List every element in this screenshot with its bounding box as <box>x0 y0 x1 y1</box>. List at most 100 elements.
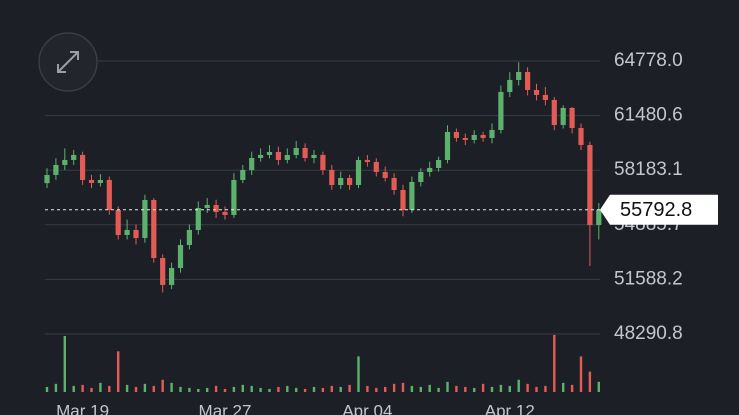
volume-bar <box>579 356 583 392</box>
candle-body <box>222 211 228 215</box>
candle-body <box>533 89 540 95</box>
volume-bar <box>232 386 236 392</box>
y-tick-label: 58183.1 <box>614 159 683 180</box>
candle-body <box>418 171 424 182</box>
volume-bar <box>241 384 244 392</box>
candle-body <box>160 257 166 285</box>
volume-bar <box>410 385 414 392</box>
volume-bar <box>499 384 503 392</box>
volume-bar <box>179 386 182 392</box>
volume-bar <box>170 382 173 392</box>
expand-button[interactable] <box>38 32 98 92</box>
candle-body <box>560 107 566 125</box>
volume-bar <box>481 383 485 392</box>
volume-bar <box>339 386 342 392</box>
candle-body <box>364 159 370 162</box>
candle-body <box>436 159 442 168</box>
volume-bar <box>517 379 520 392</box>
volume-bar <box>117 351 120 392</box>
candle-body <box>444 131 451 160</box>
candle-body <box>320 154 326 170</box>
x-tick-label: Mar 27 <box>199 401 252 415</box>
volume-bar <box>437 387 440 392</box>
candle-body <box>275 151 281 160</box>
volume-bar <box>197 388 200 392</box>
y-tick-label: 61480.6 <box>614 105 683 126</box>
candle-body <box>97 179 103 183</box>
volume-bar <box>473 387 476 392</box>
volume-bar <box>464 386 467 392</box>
volume-bar <box>455 385 458 392</box>
candle-body <box>391 177 397 190</box>
candle-body <box>151 199 157 258</box>
volume-bar <box>330 385 333 392</box>
candle-body <box>596 209 602 225</box>
candle-body <box>62 159 68 165</box>
candle-body <box>124 229 130 235</box>
candle-body <box>489 129 495 138</box>
candle-body <box>71 154 77 160</box>
volume-bar <box>214 385 218 392</box>
candle-body <box>88 179 95 183</box>
volume-bar <box>392 383 396 392</box>
volume-bar <box>428 384 431 392</box>
volume-layer <box>45 335 600 392</box>
candle-body <box>329 169 335 185</box>
y-tick-label: 51588.2 <box>614 268 683 289</box>
volume-bar <box>206 387 209 392</box>
volume-bar <box>63 336 66 392</box>
volume-bar <box>286 385 289 392</box>
candle-body <box>213 204 219 212</box>
candle-body <box>516 71 522 80</box>
x-tick-label: Apr 04 <box>342 401 392 415</box>
candle-body <box>133 229 139 238</box>
volume-bar <box>597 381 600 392</box>
volume-bar <box>250 385 253 392</box>
volume-bar <box>366 385 369 392</box>
volume-bar <box>357 356 360 392</box>
volume-bar <box>54 383 58 392</box>
volume-bar <box>446 381 449 392</box>
candle-body <box>311 154 317 158</box>
volume-bar <box>143 383 147 392</box>
volume-bar <box>526 383 529 392</box>
candle-body <box>240 169 246 180</box>
candle-body <box>258 154 264 158</box>
volume-bar <box>321 387 325 392</box>
volume-bar <box>188 387 191 392</box>
candle-body <box>355 159 362 185</box>
candle-body <box>569 107 575 128</box>
candle-body <box>578 127 584 145</box>
volume-bar <box>90 387 93 392</box>
candle-body <box>177 244 184 268</box>
volume-bar <box>384 386 387 392</box>
candle-body <box>507 79 513 92</box>
volume-bar <box>161 379 164 392</box>
candle-body <box>525 71 531 90</box>
volume-bar <box>570 384 574 392</box>
candle-body <box>382 171 388 178</box>
candle-body <box>53 164 59 175</box>
candle-body <box>462 137 468 140</box>
volume-bar <box>295 387 298 392</box>
candle-body <box>142 199 148 238</box>
y-tick-label: 48290.8 <box>614 323 683 344</box>
volume-bar <box>268 388 271 392</box>
volume-bar <box>259 387 262 392</box>
volume-bar <box>72 385 75 392</box>
candle-body <box>471 134 477 140</box>
volume-bar <box>81 384 84 392</box>
candle-body <box>427 167 433 172</box>
volume-bar <box>125 384 129 392</box>
candle-body <box>409 181 415 210</box>
volume-bar <box>223 388 227 392</box>
volume-bar <box>490 386 494 392</box>
candle-body <box>169 267 175 285</box>
candle-body <box>302 147 308 158</box>
volume-bar <box>348 384 351 392</box>
candle-body <box>551 99 557 125</box>
volume-bar <box>553 335 556 392</box>
volume-bar <box>562 382 565 392</box>
volume-bar <box>108 385 111 392</box>
